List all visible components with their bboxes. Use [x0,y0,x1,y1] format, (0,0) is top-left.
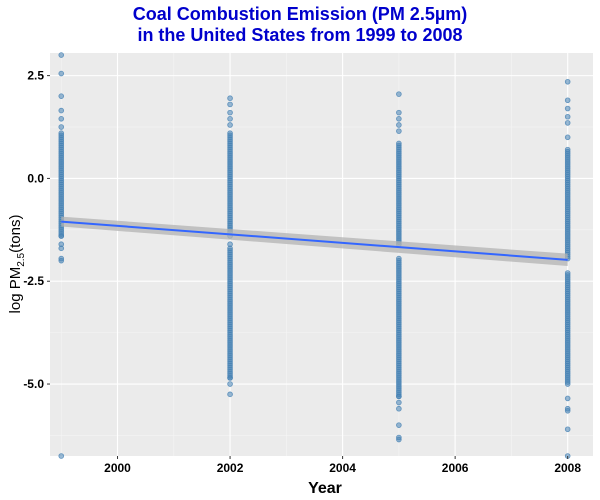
data-point [396,140,402,147]
data-points [58,52,571,459]
data-point [227,247,233,254]
x-tick-label: 2002 [217,461,244,475]
y-axis-label-suffix: (tons) [7,215,24,253]
y-tick-label: 2.5 [27,69,44,83]
data-point [564,120,571,126]
data-point [564,78,571,85]
data-point [227,381,233,387]
data-point [227,101,233,108]
y-axis-label-prefix: log PM [7,267,24,314]
data-point [564,105,571,112]
y-axis: 2.5 0.0 -2.5 -5.0 [23,69,50,391]
data-point [58,93,65,99]
data-point [227,122,233,128]
data-point [58,52,65,58]
data-point [564,395,571,402]
x-tick-label: 2000 [104,461,131,475]
y-tick-label: -2.5 [23,274,44,288]
data-point [396,122,402,128]
data-point [564,97,571,104]
data-point [58,124,65,130]
data-point [58,107,65,114]
data-point [396,422,402,428]
regression-fit [61,216,568,267]
data-point [396,255,402,262]
data-point [564,146,571,153]
data-point [564,407,571,414]
data-point [58,453,65,459]
data-point [396,405,402,412]
data-point [58,70,65,77]
data-point [227,115,233,122]
data-point [564,113,571,120]
x-tick-label: 2004 [329,461,356,475]
data-point [396,436,402,443]
x-tick-label: 2008 [554,461,581,475]
data-point [58,257,65,264]
data-point [564,134,571,141]
chart-title-line2: in the United States from 1999 to 2008 [137,25,463,45]
data-point [58,115,65,122]
y-axis-label: log PM2.5(tons) [7,215,27,314]
data-point [58,130,65,136]
x-axis-label: Year [308,480,342,497]
x-tick-label: 2006 [442,461,469,475]
data-point [564,270,571,276]
data-point [396,128,402,134]
data-point [227,391,233,398]
data-point [227,95,233,102]
y-tick-label: -5.0 [23,377,44,391]
y-axis-label-subscript: 2.5 [16,252,27,266]
x-axis: 2000 2002 2004 2006 2008 [104,456,581,475]
data-point [396,115,402,122]
data-point [396,91,402,97]
data-point [58,245,65,252]
data-point [564,426,571,433]
fit-line [61,220,568,261]
data-point [227,109,233,116]
y-tick-label: 0.0 [27,171,44,185]
data-point [396,109,402,116]
data-point [227,132,233,139]
data-point [396,399,402,406]
chart-title-line1: Coal Combustion Emission (PM 2.5µm) [132,4,468,24]
chart-title: Coal Combustion Emission (PM 2.5µm) in t… [0,4,600,46]
